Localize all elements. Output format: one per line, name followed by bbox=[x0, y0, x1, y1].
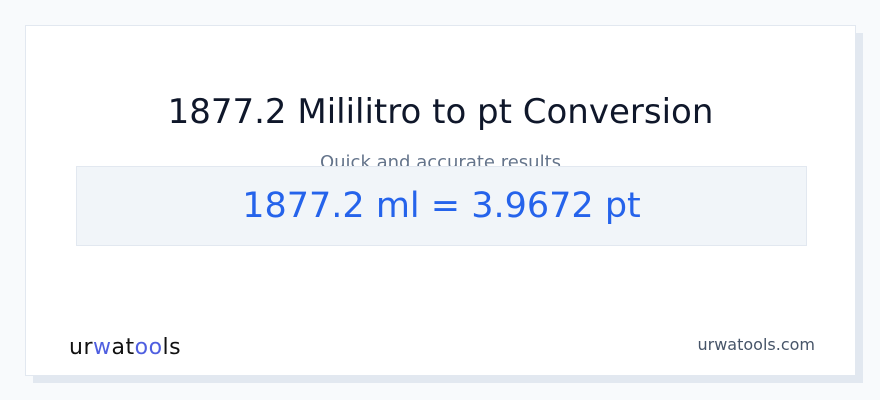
conversion-result: 1877.2 ml = 3.9672 pt bbox=[242, 186, 641, 226]
site-link[interactable]: urwatools.com bbox=[697, 335, 816, 354]
urwatools-logo: urwatools bbox=[69, 335, 182, 360]
conversion-card: 1877.2 Mililitro to pt Conversion Quick … bbox=[25, 25, 856, 376]
page-title: 1877.2 Mililitro to pt Conversion bbox=[167, 92, 714, 132]
result-box: 1877.2 ml = 3.9672 pt bbox=[76, 166, 807, 246]
